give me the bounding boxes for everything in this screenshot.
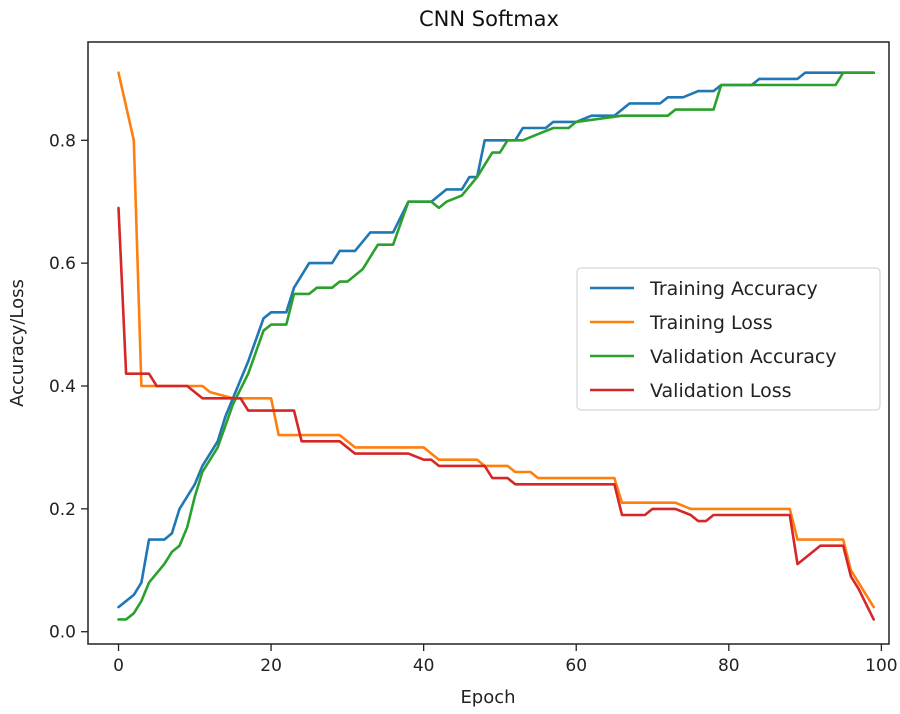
legend-label-training-accuracy: Training Accuracy <box>649 278 818 300</box>
y-axis: 0.0 0.2 0.4 0.6 0.8 <box>49 131 88 643</box>
x-tick-label: 80 <box>718 656 740 676</box>
series-line-training-loss <box>117 71 875 609</box>
legend-frame <box>576 267 881 411</box>
y-tick-label: 0.6 <box>49 254 76 274</box>
y-tick-label: 0.4 <box>49 377 76 397</box>
y-tick-label: 0.0 <box>49 623 76 643</box>
plot-frame <box>87 41 890 645</box>
x-tick-label: 0 <box>113 656 124 676</box>
x-tick-label: 20 <box>260 656 282 676</box>
series-layer <box>117 71 875 621</box>
y-tick-label: 0.2 <box>49 500 76 520</box>
x-tick-label: 60 <box>565 656 587 676</box>
x-tick-label: 40 <box>413 656 435 676</box>
x-tick-label: 100 <box>865 656 897 676</box>
legend: Training Accuracy Training Loss Validation… <box>576 267 881 411</box>
x-axis: 0 20 40 60 80 100 <box>113 644 898 676</box>
x-axis-label: Epoch <box>460 687 515 708</box>
y-tick-label: 0.8 <box>49 131 76 151</box>
chart-title: CNN Softmax <box>419 7 559 31</box>
y-axis-label: Accuracy/Loss <box>7 279 28 407</box>
legend-label-validation-loss: Validation Loss <box>650 380 792 402</box>
legend-label-validation-accuracy: Validation Accuracy <box>650 346 837 368</box>
series-line-validation-loss <box>117 206 875 621</box>
series-line-validation-accuracy <box>117 71 875 621</box>
legend-label-training-loss: Training Loss <box>649 312 773 334</box>
